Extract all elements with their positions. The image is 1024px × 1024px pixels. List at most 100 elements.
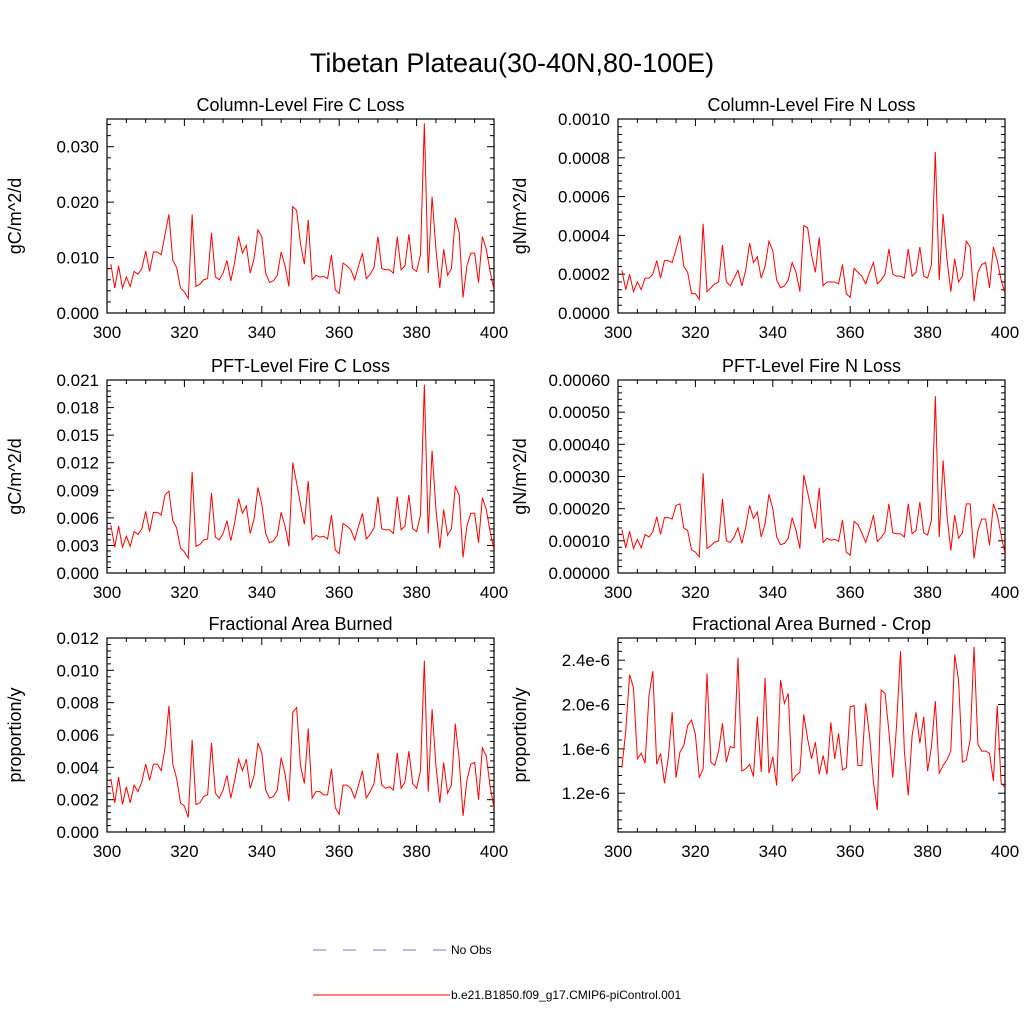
y-tick-label: 0.00050	[549, 403, 610, 422]
y-tick-label: 0.00030	[549, 468, 610, 487]
x-tick-label: 300	[604, 583, 632, 602]
x-tick-label: 300	[604, 323, 632, 342]
chart-panel-6: Fractional Area Burned - Crop 300 320 340 36…	[510, 614, 1019, 861]
chart-panel-4: PFT-Level Fire N Loss 300 320 340 360 380 400 0…	[510, 356, 1019, 602]
y-tick-label: 0.009	[56, 481, 99, 500]
y-tick-label: 0.0000	[558, 304, 610, 323]
chart-panel-1: Column-Level Fire C Loss 300 320 340 360 380 4…	[5, 95, 508, 342]
x-tick-label: 340	[248, 583, 276, 602]
y-tick-label: 0.0008	[558, 149, 610, 168]
series-line-1	[621, 396, 1005, 559]
x-tick-label: 320	[681, 323, 709, 342]
x-tick-label: 380	[913, 323, 941, 342]
y-axis-label: gC/m^2/d	[5, 178, 25, 254]
x-tick-label: 380	[402, 842, 430, 861]
chart-panel-5: Fractional Area Burned 300 320 340 360 380 400…	[5, 614, 508, 861]
panel-title: Fractional Area Burned	[208, 614, 392, 634]
x-tick-label: 300	[93, 583, 121, 602]
x-tick-label: 320	[170, 842, 198, 861]
panels-container: Column-Level Fire C Loss 300 320 340 360 380 4…	[5, 95, 1019, 861]
x-tick-label: 340	[759, 323, 787, 342]
y-tick-label: 0.003	[56, 536, 99, 555]
x-tick-label: 400	[991, 842, 1019, 861]
y-axis-label: gN/m^2/d	[510, 178, 530, 254]
y-tick-label: 0.00040	[549, 435, 610, 454]
y-tick-label: 0.002	[56, 791, 99, 810]
chart-panel-3: PFT-Level Fire C Loss 300 320 340 360 380 400 0…	[5, 356, 508, 602]
y-tick-label: 0.010	[56, 661, 99, 680]
series-line-1	[110, 123, 494, 301]
panel-title: PFT-Level Fire C Loss	[211, 356, 390, 376]
y-axis-label: gN/m^2/d	[510, 438, 530, 514]
x-tick-label: 360	[836, 842, 864, 861]
y-tick-label: 0.021	[56, 371, 99, 390]
y-tick-label: 0.00020	[549, 500, 610, 519]
x-tick-label: 320	[681, 583, 709, 602]
y-tick-label: 2.4e-6	[562, 651, 610, 670]
x-tick-label: 300	[604, 842, 632, 861]
x-tick-label: 400	[480, 323, 508, 342]
y-tick-label: 0.012	[56, 454, 99, 473]
y-tick-label: 0.0002	[558, 265, 610, 284]
x-tick-label: 340	[759, 583, 787, 602]
x-tick-label: 380	[402, 583, 430, 602]
x-tick-label: 400	[991, 323, 1019, 342]
figure-title: Tibetan Plateau(30-40N,80-100E)	[310, 48, 714, 78]
y-tick-label: 1.6e-6	[562, 740, 610, 759]
legend-label-no-obs: No Obs	[451, 943, 492, 957]
chart-panel-2: Column-Level Fire N Loss 300 320 340 360 380 4…	[510, 95, 1019, 342]
y-tick-label: 0.012	[56, 629, 99, 648]
x-tick-label: 380	[913, 842, 941, 861]
x-tick-label: 360	[836, 323, 864, 342]
panel-title: PFT-Level Fire N Loss	[722, 356, 901, 376]
panel-title: Column-Level Fire C Loss	[196, 95, 404, 115]
y-tick-label: 0.0006	[558, 188, 610, 207]
x-tick-label: 380	[402, 323, 430, 342]
y-tick-label: 0.010	[56, 249, 99, 268]
panel-title: Column-Level Fire N Loss	[707, 95, 915, 115]
x-tick-label: 400	[480, 842, 508, 861]
y-tick-label: 1.2e-6	[562, 784, 610, 803]
series-line-1	[110, 384, 494, 560]
x-tick-label: 360	[836, 583, 864, 602]
legend-label-model: b.e21.B1850.f09_g17.CMIP6-piControl.001	[451, 988, 681, 1002]
y-axis-label: gC/m^2/d	[5, 438, 25, 514]
x-tick-label: 320	[170, 583, 198, 602]
y-tick-label: 0.006	[56, 509, 99, 528]
y-tick-label: 0.00060	[549, 371, 610, 390]
x-tick-label: 400	[480, 583, 508, 602]
x-tick-label: 380	[913, 583, 941, 602]
y-tick-label: 0.004	[56, 758, 99, 777]
series-line-1	[621, 151, 1005, 302]
x-tick-label: 320	[681, 842, 709, 861]
x-tick-label: 360	[325, 583, 353, 602]
x-tick-label: 320	[170, 323, 198, 342]
y-tick-label: 0.0010	[558, 110, 610, 129]
series-line-1	[110, 660, 494, 818]
y-tick-label: 0.006	[56, 726, 99, 745]
x-tick-label: 300	[93, 323, 121, 342]
y-tick-label: 0.030	[56, 138, 99, 157]
y-axis-label: proportion/y	[510, 687, 530, 782]
x-tick-label: 340	[248, 323, 276, 342]
y-tick-label: 0.000	[56, 823, 99, 842]
y-tick-label: 0.000	[56, 564, 99, 583]
y-tick-label: 0.00000	[549, 564, 610, 583]
panel-title: Fractional Area Burned - Crop	[692, 614, 931, 634]
y-tick-label: 0.018	[56, 399, 99, 418]
y-tick-label: 0.008	[56, 694, 99, 713]
y-tick-label: 0.0004	[558, 226, 610, 245]
series-line-1	[621, 646, 1005, 810]
y-tick-label: 0.000	[56, 304, 99, 323]
y-tick-label: 2.0e-6	[562, 696, 610, 715]
legend: No Obs b.e21.B1850.f09_g17.CMIP6-piContro…	[313, 943, 681, 1002]
y-axis-label: proportion/y	[5, 687, 25, 782]
y-tick-label: 0.020	[56, 193, 99, 212]
y-tick-label: 0.00010	[549, 532, 610, 551]
x-tick-label: 400	[991, 583, 1019, 602]
x-tick-label: 360	[325, 323, 353, 342]
x-tick-label: 300	[93, 842, 121, 861]
x-tick-label: 360	[325, 842, 353, 861]
